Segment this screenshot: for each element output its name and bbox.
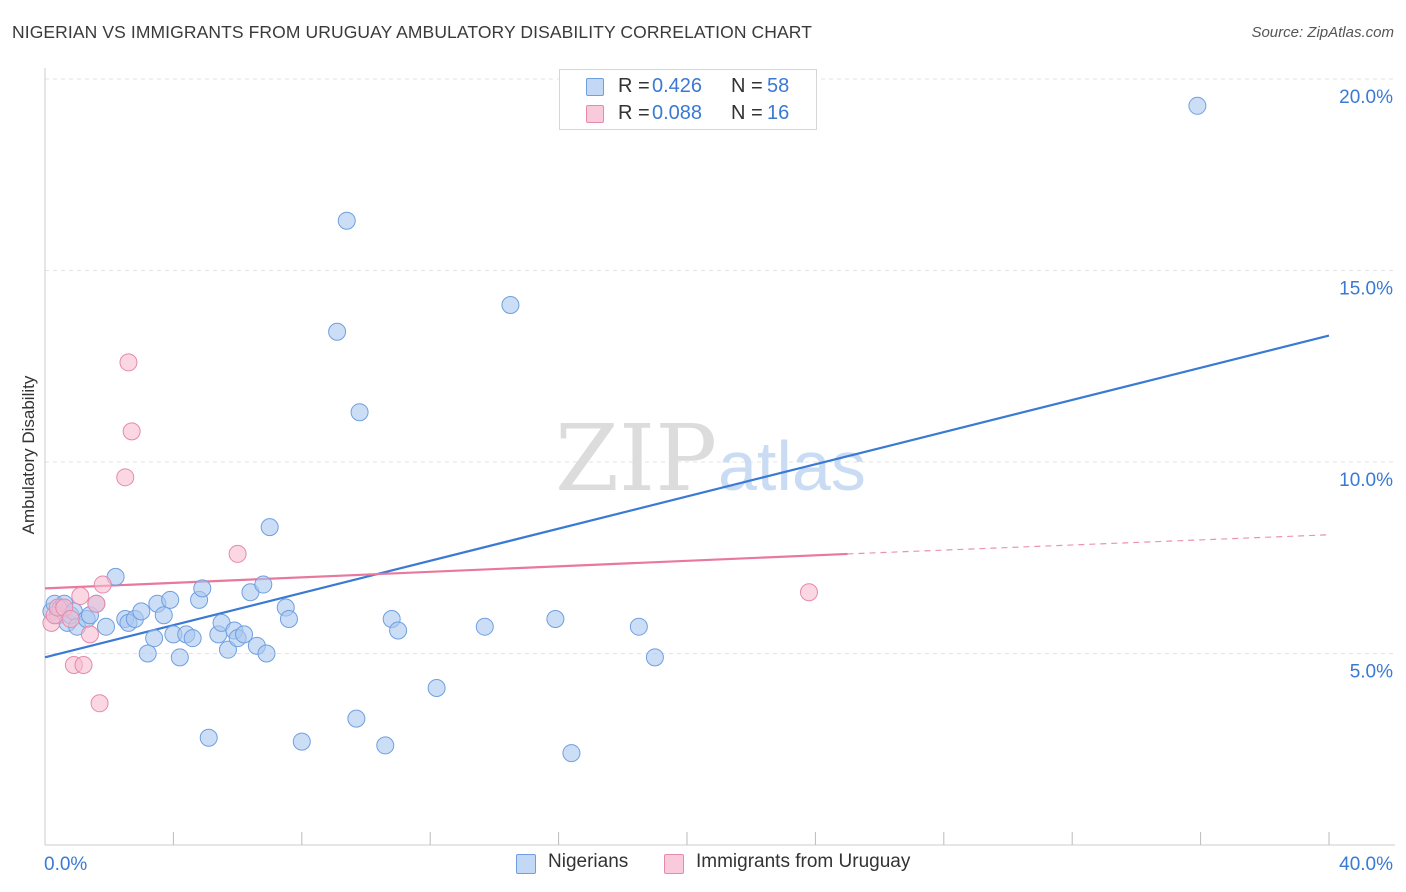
y-tick-label: 10.0%: [1339, 470, 1393, 491]
source-label: Source: ZipAtlas.com: [1251, 24, 1394, 41]
point-nigerian: [170, 648, 189, 667]
legend-n-label: N =: [731, 75, 763, 97]
trend-layer: [44, 334, 1330, 659]
point-nigerian: [629, 617, 648, 636]
point-nigerian: [347, 709, 366, 728]
point-uruguay: [119, 353, 138, 372]
bottom-swatch-pink: [664, 854, 684, 874]
point-nigerian: [183, 629, 202, 648]
point-nigerian: [218, 640, 237, 659]
point-nigerian: [132, 602, 151, 621]
legend-r-value: 0.088: [652, 102, 703, 124]
point-nigerian: [161, 590, 180, 609]
point-nigerian: [257, 644, 276, 663]
point-uruguay: [87, 594, 106, 613]
point-nigerian: [138, 644, 157, 663]
x-tick-label-min: 0.0%: [44, 854, 87, 875]
legend-n-value: 58: [767, 75, 790, 97]
point-nigerian: [254, 575, 273, 594]
point-nigerian: [328, 322, 347, 341]
point-nigerian: [279, 610, 298, 629]
point-uruguay: [799, 583, 818, 602]
point-nigerian: [145, 629, 164, 648]
legend-r-value: 0.426: [652, 75, 703, 97]
y-tick-label: 15.0%: [1339, 279, 1393, 300]
point-uruguay: [93, 575, 112, 594]
bottom-legend-label: Immigrants from Uruguay: [696, 851, 911, 872]
legend-swatch-blue: [586, 78, 604, 96]
tick-label-layer: 5.0% 10.0% 15.0% 20.0% 0.0% 40.0%: [44, 87, 1393, 875]
bottom-legend-label: Nigerians: [548, 851, 629, 872]
watermark: ZIP atlas: [555, 405, 866, 512]
point-uruguay: [116, 468, 135, 487]
point-nigerian: [337, 211, 356, 230]
point-nigerian: [193, 579, 212, 598]
point-uruguay: [228, 544, 247, 563]
trend-line-nigerians: [44, 334, 1330, 659]
point-nigerian: [154, 606, 173, 625]
point-nigerian: [350, 403, 369, 422]
point-uruguay: [90, 694, 109, 713]
point-nigerian: [292, 732, 311, 751]
point-nigerian: [376, 736, 395, 755]
axis-layer: [44, 68, 1395, 846]
point-nigerian: [645, 648, 664, 667]
point-nigerian: [475, 617, 494, 636]
legend-n-label: N =: [731, 102, 763, 124]
point-nigerian: [562, 744, 581, 763]
legend-r-label: R =: [618, 75, 650, 97]
correlation-legend: R = 0.426 N = 58 R = 0.088 N = 16: [559, 69, 817, 130]
y-tick-label: 20.0%: [1339, 87, 1393, 108]
point-nigerian: [427, 678, 446, 697]
trend-line-uruguay-extension: [847, 534, 1330, 555]
point-uruguay: [80, 625, 99, 644]
point-nigerian: [546, 610, 565, 629]
point-nigerian: [260, 518, 279, 537]
chart-title: NIGERIAN VS IMMIGRANTS FROM URUGUAY AMBU…: [12, 22, 812, 42]
legend-swatch-pink: [586, 105, 604, 123]
point-uruguay: [74, 655, 93, 674]
point-uruguay: [122, 422, 141, 441]
point-uruguay: [61, 610, 80, 629]
grid-layer: [45, 78, 1395, 654]
points-layer: [42, 96, 1207, 763]
point-nigerian: [389, 621, 408, 640]
point-nigerian: [235, 625, 254, 644]
y-tick-label: 5.0%: [1350, 662, 1393, 683]
bottom-swatch-blue: [516, 854, 536, 874]
trend-line-uruguay: [44, 552, 848, 590]
legend-n-value: 16: [767, 102, 790, 124]
point-uruguay: [71, 587, 90, 606]
watermark-atlas: atlas: [718, 427, 866, 505]
watermark-zip: ZIP: [555, 405, 717, 512]
x-tick-label-max: 40.0%: [1339, 854, 1393, 875]
point-nigerian: [96, 617, 115, 636]
point-nigerian: [1188, 96, 1207, 115]
legend-r-label: R =: [618, 102, 650, 124]
point-nigerian: [199, 728, 218, 747]
point-nigerian: [501, 295, 520, 314]
